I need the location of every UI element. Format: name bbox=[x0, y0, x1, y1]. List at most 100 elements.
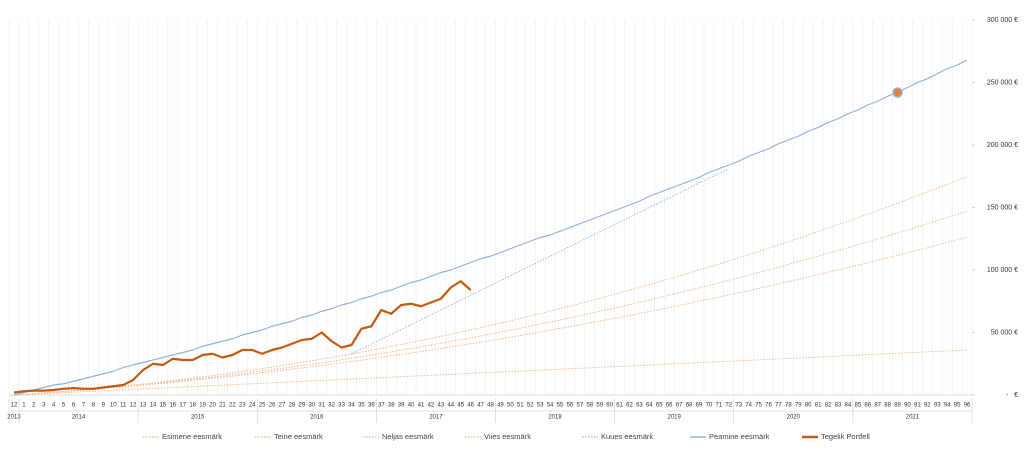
x-tick-label: 50 bbox=[507, 403, 514, 409]
x-tick-label: 86 bbox=[864, 403, 871, 409]
x-tick-label: 54 bbox=[547, 403, 554, 409]
x-tick-label: 53 bbox=[537, 403, 544, 409]
x-tick-label: 81 bbox=[815, 403, 822, 409]
x-tick-label: 1 bbox=[22, 403, 26, 409]
x-tick-label: 6 bbox=[72, 403, 76, 409]
year-label: 2019 bbox=[667, 415, 681, 421]
x-tick-label: 95 bbox=[954, 403, 961, 409]
x-tick-label: 34 bbox=[348, 403, 355, 409]
x-tick-label: 22 bbox=[229, 403, 236, 409]
x-tick-label: 83 bbox=[835, 403, 842, 409]
x-tick-label: 26 bbox=[269, 403, 276, 409]
series-line bbox=[13, 176, 968, 396]
x-tick-label: 27 bbox=[279, 403, 286, 409]
x-tick-label: 75 bbox=[755, 403, 762, 409]
x-tick-label: 82 bbox=[825, 403, 832, 409]
x-tick-label: 79 bbox=[795, 403, 802, 409]
x-tick-label: 88 bbox=[884, 403, 891, 409]
year-label: 2018 bbox=[548, 415, 562, 421]
x-tick-label: 61 bbox=[616, 403, 623, 409]
x-tick-label: 33 bbox=[338, 403, 345, 409]
x-tick-label: 68 bbox=[686, 403, 693, 409]
x-tick-label: 58 bbox=[586, 403, 593, 409]
x-tick-label: 51 bbox=[517, 403, 524, 409]
x-tick-label: 65 bbox=[656, 403, 663, 409]
series-line bbox=[13, 59, 968, 396]
x-tick-label: 12 bbox=[130, 403, 137, 409]
year-label: 2020 bbox=[787, 415, 801, 421]
x-tick-label: 23 bbox=[239, 403, 246, 409]
x-tick-label: 13 bbox=[140, 403, 147, 409]
x-tick-label: 44 bbox=[447, 403, 454, 409]
x-tick-label: 70 bbox=[706, 403, 713, 409]
x-tick-label: 25 bbox=[259, 403, 266, 409]
x-tick-label: 47 bbox=[477, 403, 484, 409]
x-tick-label: 15 bbox=[160, 403, 167, 409]
legend-label: Esimene eesmärk bbox=[162, 432, 222, 441]
x-tick-label: 45 bbox=[457, 403, 464, 409]
x-tick-label: 80 bbox=[805, 403, 812, 409]
y-tick-label: 250 000 € bbox=[987, 79, 1018, 86]
x-tick-label: 90 bbox=[904, 403, 911, 409]
x-tick-label: 17 bbox=[179, 403, 186, 409]
x-tick-label: 94 bbox=[944, 403, 951, 409]
y-tick-label: 150 000 € bbox=[987, 204, 1018, 211]
x-tick-label: 64 bbox=[646, 403, 653, 409]
x-tick-label: 10 bbox=[110, 403, 117, 409]
x-tick-label: 72 bbox=[725, 403, 732, 409]
x-tick-label: 57 bbox=[577, 403, 584, 409]
x-tick-label: 4 bbox=[52, 403, 56, 409]
x-tick-label: 35 bbox=[358, 403, 365, 409]
x-tick-label: 74 bbox=[745, 403, 752, 409]
x-tick-label: 31 bbox=[318, 403, 325, 409]
y-tick-label: 50 000 € bbox=[991, 329, 1018, 336]
legend-label: Peamine eesmärk bbox=[709, 432, 770, 441]
x-tick-label: 84 bbox=[845, 403, 852, 409]
x-tick-label: 48 bbox=[487, 403, 494, 409]
x-tick-label: 11 bbox=[120, 403, 127, 409]
year-label: 2017 bbox=[429, 415, 443, 421]
x-tick-label: 96 bbox=[964, 403, 971, 409]
x-tick-label: 49 bbox=[497, 403, 504, 409]
legend-label: Kuues eesmärk bbox=[601, 432, 653, 441]
x-tick-label: 21 bbox=[219, 403, 226, 409]
x-tick-label: 38 bbox=[388, 403, 395, 409]
x-tick-label: 36 bbox=[368, 403, 375, 409]
x-tick-label: 40 bbox=[408, 403, 415, 409]
x-tick-label: 14 bbox=[150, 403, 157, 409]
x-tick-label: 28 bbox=[289, 403, 296, 409]
x-tick-label: 5 bbox=[62, 403, 66, 409]
y-tick-label: 200 000 € bbox=[987, 142, 1018, 149]
y-tick-label: 300 000 € bbox=[987, 17, 1018, 24]
x-tick-label: 9 bbox=[102, 403, 106, 409]
x-tick-label: 55 bbox=[557, 403, 564, 409]
x-tick-label: 2 bbox=[32, 403, 36, 409]
x-tick-label: 91 bbox=[914, 403, 921, 409]
highlight-marker bbox=[892, 87, 903, 98]
x-tick-label: 7 bbox=[82, 403, 86, 409]
year-label: 2021 bbox=[906, 415, 920, 421]
series-line bbox=[351, 168, 729, 355]
y-tick-label: - € bbox=[1006, 392, 1018, 399]
x-tick-label: 66 bbox=[666, 403, 673, 409]
x-tick-label: 71 bbox=[715, 403, 722, 409]
legend-label: Neljas eesmärk bbox=[382, 432, 434, 441]
x-tick-label: 8 bbox=[92, 403, 96, 409]
legend-label: Teine eesmärk bbox=[274, 432, 323, 441]
x-tick-label: 52 bbox=[527, 403, 534, 409]
x-tick-label: 19 bbox=[199, 403, 206, 409]
x-tick-label: 39 bbox=[398, 403, 405, 409]
x-tick-label: 30 bbox=[308, 403, 315, 409]
x-tick-label: 85 bbox=[854, 403, 861, 409]
x-tick-label: 16 bbox=[169, 403, 176, 409]
x-tick-label: 93 bbox=[934, 403, 941, 409]
x-tick-label: 46 bbox=[467, 403, 474, 409]
x-tick-label: 59 bbox=[596, 403, 603, 409]
x-tick-label: 32 bbox=[328, 403, 335, 409]
x-tick-label: 24 bbox=[249, 403, 256, 409]
x-tick-label: 3 bbox=[42, 403, 46, 409]
x-tick-label: 60 bbox=[606, 403, 613, 409]
x-tick-label: 87 bbox=[874, 403, 881, 409]
x-tick-label: 41 bbox=[418, 403, 425, 409]
